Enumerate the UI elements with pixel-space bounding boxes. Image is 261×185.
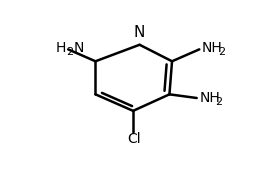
Text: NH: NH: [199, 91, 220, 105]
Text: N: N: [134, 25, 145, 40]
Text: 2: 2: [66, 47, 73, 57]
Text: 2: 2: [215, 97, 223, 107]
Text: NH: NH: [202, 41, 223, 55]
Text: 2: 2: [218, 47, 225, 57]
Text: Cl: Cl: [128, 132, 141, 146]
Text: N: N: [74, 41, 84, 55]
Text: H: H: [55, 41, 66, 55]
